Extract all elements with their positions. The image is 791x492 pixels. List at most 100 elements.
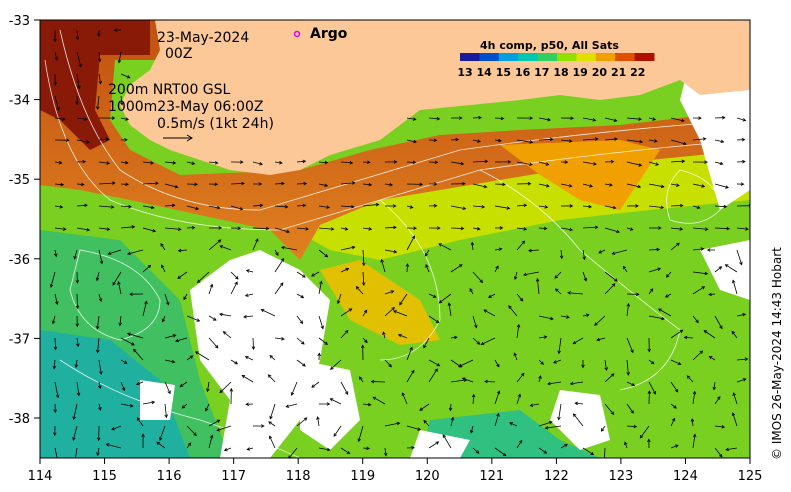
current-arrow-head bbox=[326, 402, 331, 406]
current-arrow-head bbox=[653, 139, 658, 143]
map-time: 00Z bbox=[165, 46, 192, 62]
current-arrow-head bbox=[425, 264, 429, 268]
current-arrow-head bbox=[117, 59, 122, 64]
current-arrow bbox=[516, 373, 525, 383]
current-arrow-head bbox=[118, 322, 122, 327]
current-arrow-head bbox=[411, 369, 415, 374]
colorbar-segment bbox=[576, 53, 597, 61]
current-arrow bbox=[333, 425, 342, 437]
current-arrow bbox=[384, 226, 396, 229]
current-arrow bbox=[340, 381, 349, 395]
current-arrow bbox=[96, 271, 100, 281]
current-arrow bbox=[186, 205, 199, 210]
current-arrow-head bbox=[581, 364, 585, 369]
current-arrow bbox=[714, 139, 724, 143]
current-arrow-head bbox=[626, 302, 631, 307]
current-arrow bbox=[450, 336, 458, 339]
current-arrow-head bbox=[638, 117, 642, 121]
current-arrow bbox=[604, 227, 620, 233]
current-arrow bbox=[142, 205, 154, 209]
current-arrow-head bbox=[344, 329, 349, 334]
current-arrow bbox=[514, 271, 518, 280]
current-arrow bbox=[648, 161, 659, 166]
x-tick-label: 122 bbox=[544, 469, 569, 484]
current-arrow-head bbox=[183, 296, 187, 301]
current-arrow-head bbox=[194, 182, 198, 187]
current-arrow-head bbox=[594, 225, 599, 230]
current-arrow-head bbox=[447, 302, 452, 307]
current-arrow bbox=[725, 447, 738, 451]
current-arrow bbox=[560, 315, 570, 318]
current-arrow-head bbox=[285, 404, 290, 408]
current-arrow-head bbox=[483, 309, 488, 313]
current-arrow bbox=[164, 334, 176, 339]
current-arrow bbox=[164, 204, 175, 207]
current-arrow bbox=[560, 249, 563, 259]
current-arrow bbox=[76, 139, 90, 143]
current-arrow-head bbox=[179, 383, 184, 388]
current-arrow-head bbox=[454, 335, 458, 340]
current-arrow-head bbox=[128, 204, 132, 209]
current-arrow bbox=[692, 286, 705, 295]
current-arrow bbox=[538, 117, 551, 121]
current-arrow bbox=[428, 315, 440, 324]
current-arrow bbox=[340, 205, 355, 208]
current-arrow-head bbox=[719, 161, 724, 166]
current-arrow-head bbox=[196, 279, 201, 283]
current-arrow bbox=[648, 205, 664, 209]
current-arrow bbox=[97, 337, 100, 353]
current-arrow bbox=[318, 249, 328, 258]
current-arrow-head bbox=[284, 204, 289, 209]
current-arrow bbox=[508, 305, 518, 317]
current-arrow bbox=[538, 375, 542, 383]
depth-line-1: 200m NRT00 GSL bbox=[108, 82, 231, 98]
current-arrow-head bbox=[110, 205, 115, 209]
current-arrow bbox=[384, 447, 387, 456]
current-arrow-head bbox=[638, 163, 643, 167]
current-arrow-head bbox=[742, 159, 746, 164]
current-arrow bbox=[318, 227, 334, 230]
current-arrow bbox=[142, 182, 158, 185]
current-arrow bbox=[384, 422, 400, 427]
current-arrow bbox=[450, 161, 464, 165]
current-arrow bbox=[216, 425, 232, 431]
colorbar-segment bbox=[479, 53, 500, 61]
current-arrow bbox=[450, 417, 454, 427]
current-arrow bbox=[186, 227, 195, 229]
current-arrow-head bbox=[529, 140, 534, 144]
current-arrow-head bbox=[73, 255, 77, 260]
current-arrow-head bbox=[660, 205, 665, 210]
current-arrow bbox=[733, 392, 738, 405]
current-arrow-head bbox=[281, 337, 285, 341]
current-arrow-head bbox=[58, 160, 63, 165]
colorbar-value: 18 bbox=[553, 66, 568, 79]
current-arrow bbox=[567, 292, 584, 295]
current-arrow-head bbox=[86, 140, 91, 144]
current-arrow-head bbox=[589, 184, 593, 188]
current-arrow-head bbox=[458, 363, 463, 367]
current-arrow-head bbox=[302, 159, 307, 164]
current-arrow-head bbox=[706, 248, 711, 252]
current-arrow bbox=[582, 271, 587, 281]
current-arrow-head bbox=[171, 359, 176, 364]
current-arrow bbox=[714, 161, 723, 165]
current-arrow bbox=[269, 403, 276, 419]
current-arrow bbox=[186, 355, 193, 361]
current-arrow-head bbox=[299, 320, 304, 325]
current-arrow bbox=[582, 205, 592, 208]
current-arrow-head bbox=[351, 181, 356, 185]
current-arrow-head bbox=[193, 432, 197, 437]
current-arrow bbox=[133, 349, 144, 361]
current-arrow-head bbox=[219, 312, 223, 317]
current-arrow-head bbox=[674, 388, 679, 393]
current-arrow bbox=[54, 161, 62, 164]
current-arrow-head bbox=[330, 366, 334, 370]
current-arrow-head bbox=[596, 337, 600, 342]
current-arrow bbox=[160, 243, 166, 251]
current-arrow bbox=[98, 293, 102, 302]
current-arrow bbox=[626, 303, 629, 317]
current-arrow bbox=[75, 447, 78, 458]
current-arrow bbox=[230, 281, 238, 295]
current-arrow bbox=[318, 337, 328, 345]
current-arrow bbox=[604, 447, 606, 458]
